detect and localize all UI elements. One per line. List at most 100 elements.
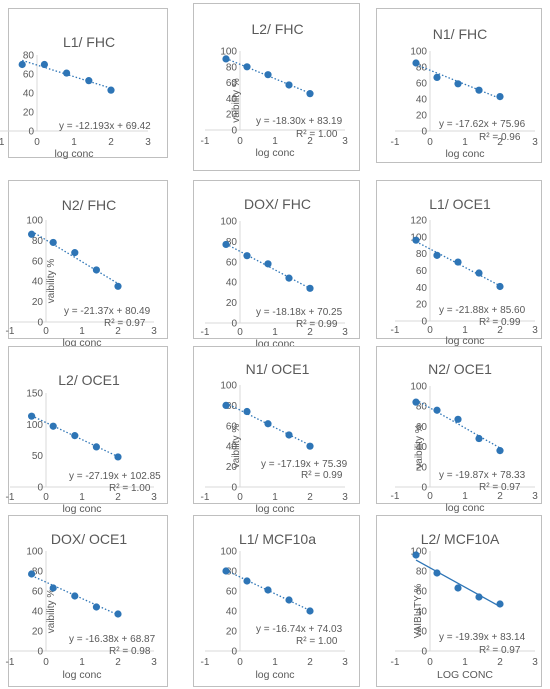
y-tick-label: 60	[226, 78, 238, 89]
y-tick-label: 100	[26, 216, 43, 227]
data-point	[496, 93, 504, 101]
y-tick-label: 0	[37, 483, 43, 494]
data-point	[475, 269, 483, 277]
data-point	[496, 600, 504, 608]
data-point	[454, 584, 462, 592]
y-axis-label: vaibility %	[231, 78, 242, 123]
x-tick-label: 0	[43, 657, 49, 668]
data-point	[114, 453, 122, 461]
y-tick-label: 0	[28, 127, 34, 138]
data-point	[285, 274, 293, 282]
data-point	[28, 570, 36, 578]
r-squared-label: R² = 1.00	[109, 483, 151, 494]
trendline-equation: y = -16.38x + 68.87	[69, 634, 156, 645]
y-tick-label: 0	[421, 483, 427, 494]
x-tick-label: 2	[115, 492, 121, 503]
data-point	[92, 603, 100, 611]
data-point	[306, 442, 314, 450]
data-point	[243, 407, 251, 416]
y-tick-label: 80	[32, 236, 44, 247]
x-tick-label: 2	[497, 137, 503, 148]
y-axis-label: vaibility %	[414, 424, 425, 469]
y-tick-label: 20	[226, 110, 238, 121]
data-point	[243, 577, 251, 585]
data-point	[285, 431, 293, 439]
y-tick-label: 100	[26, 547, 43, 558]
y-tick-label: 0	[37, 647, 43, 658]
x-tick-label: 3	[532, 325, 538, 336]
data-point	[412, 59, 420, 67]
y-tick-label: 60	[416, 266, 428, 277]
data-point	[222, 240, 230, 249]
y-tick-label: 20	[416, 300, 428, 311]
y-tick-label: 100	[410, 47, 427, 58]
y-tick-label: 40	[416, 95, 428, 106]
y-tick-label: 80	[416, 249, 428, 260]
y-tick-label: 100	[220, 381, 237, 392]
data-point	[306, 284, 314, 292]
data-point	[49, 238, 57, 247]
data-point	[243, 252, 251, 260]
data-point	[222, 401, 230, 409]
r-squared-label: R² = 0.97	[479, 645, 521, 656]
data-point	[496, 447, 504, 455]
chart-title: DOX/ FHC	[244, 196, 311, 212]
y-tick-label: 20	[226, 462, 238, 473]
r-squared-label: R² = 0.97	[104, 318, 146, 329]
x-tick-label: -1	[201, 136, 210, 147]
x-tick-label: 1	[462, 325, 468, 336]
y-tick-label: 40	[226, 94, 238, 105]
chart-title: L2/ OCE1	[58, 372, 120, 388]
y-axis-label: VAIBLITY %	[413, 584, 424, 639]
y-tick-label: 100	[410, 382, 427, 393]
chart-title: N1/ OCE1	[246, 361, 310, 377]
chart-panel: L2/ FHC 0 20 40 60 80 100 -1 0 1 2 3 log conc vaibili…	[193, 3, 360, 171]
y-tick-label: 100	[26, 420, 43, 431]
y-tick-label: 20	[226, 627, 238, 638]
data-point	[454, 258, 462, 266]
x-axis-label: log conc	[255, 147, 294, 159]
data-point	[71, 432, 79, 440]
chart-svg: L1/ OCE1 0 20 40 60 80 100 120 -1 0 1 2 3 log conc y =…	[391, 196, 539, 347]
x-tick-label: 3	[342, 136, 348, 147]
chart-panel: N1/ OCE1 0 20 40 60 80 100 -1 0 1 2 3 log conc vaibil…	[193, 346, 360, 515]
data-point	[49, 584, 57, 592]
trendline-equation: y = -19.39x + 83.14	[439, 632, 526, 643]
x-tick-label: -1	[391, 325, 400, 336]
data-point	[433, 251, 441, 259]
data-point	[85, 77, 93, 85]
y-tick-label: 20	[23, 108, 35, 119]
chart-svg: N2/ OCE1 0 20 40 60 80 100 -1 0 1 2 3 log conc vaibil…	[391, 361, 539, 514]
x-tick-label: 1	[79, 326, 85, 337]
chart-title: L1/ OCE1	[429, 196, 491, 212]
trendline-equation: y = -17.19x + 75.39	[261, 459, 348, 470]
data-point	[412, 236, 420, 244]
chart-panel: L1/ OCE1 0 20 40 60 80 100 120 -1 0 1 2 3 log conc y =…	[376, 180, 542, 347]
x-tick-label: -1	[6, 492, 15, 503]
data-point	[18, 60, 26, 69]
chart-title: L1/ MCF10a	[239, 531, 316, 547]
x-tick-label: 3	[342, 492, 348, 503]
trendline-equation: y = -16.74x + 74.03	[256, 624, 343, 635]
chart-title: N2/ FHC	[62, 197, 116, 213]
chart-title: N2/ OCE1	[428, 361, 492, 377]
chart-svg: DOX/ OCE1 0 20 40 60 80 100 -1 0 1 2 3 log conc vaibi…	[6, 531, 158, 681]
y-tick-label: 40	[32, 607, 44, 618]
x-tick-label: -1	[0, 137, 5, 148]
y-tick-label: 60	[226, 421, 238, 432]
y-tick-label: 60	[23, 70, 35, 81]
data-point	[49, 422, 57, 430]
x-tick-label: 3	[342, 657, 348, 668]
r-squared-label: R² = 0.99	[296, 319, 338, 330]
y-tick-label: 0	[421, 317, 427, 328]
chart-title: DOX/ OCE1	[51, 531, 127, 547]
trendline-equation: y = -18.30x + 83.19	[256, 116, 343, 127]
y-tick-label: 0	[231, 483, 237, 494]
y-tick-label: 100	[220, 47, 237, 58]
x-tick-label: 1	[462, 491, 468, 502]
x-axis-label: log conc	[62, 669, 101, 681]
y-tick-label: 40	[23, 89, 35, 100]
y-tick-label: 80	[226, 62, 238, 73]
